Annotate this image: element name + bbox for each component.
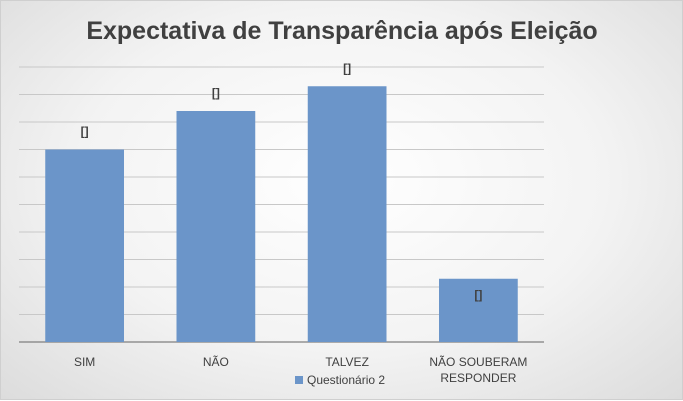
data-label: [] bbox=[81, 125, 89, 139]
category-label: NÃO SOUBERAM bbox=[429, 355, 527, 369]
bar bbox=[307, 86, 387, 342]
bar bbox=[176, 111, 256, 342]
data-label: [] bbox=[474, 288, 482, 302]
legend-swatch bbox=[295, 376, 303, 384]
bar bbox=[45, 149, 124, 342]
category-label: RESPONDER bbox=[440, 371, 516, 385]
category-label: TALVEZ bbox=[325, 355, 369, 369]
bar bbox=[439, 278, 518, 342]
chart-title: Expectativa de Transparência após Eleiçã… bbox=[86, 17, 597, 45]
legend: Questionário 2 bbox=[295, 373, 385, 387]
data-labels: [] [] [] [] bbox=[81, 61, 483, 302]
category-labels: SIM NÃO TALVEZ NÃO SOUBERAM RESPONDER bbox=[74, 355, 527, 385]
data-label: [] bbox=[212, 86, 220, 100]
bars bbox=[45, 86, 518, 342]
category-label: SIM bbox=[74, 355, 95, 369]
category-label: NÃO bbox=[203, 355, 229, 369]
legend-label: Questionário 2 bbox=[307, 373, 385, 387]
data-label: [] bbox=[343, 61, 351, 75]
